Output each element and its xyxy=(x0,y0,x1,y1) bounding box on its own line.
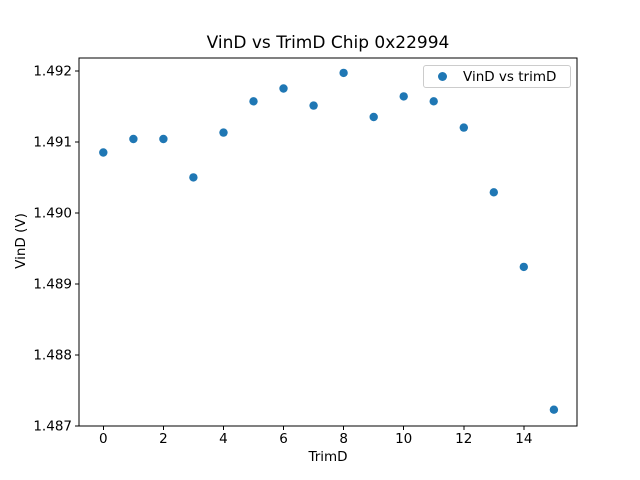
y-tick-label: 1.487 xyxy=(33,419,72,435)
x-tick-label: 0 xyxy=(99,431,108,447)
y-tick-label: 1.490 xyxy=(33,205,72,221)
legend: VinD vs trimD xyxy=(423,65,571,88)
axes-frame xyxy=(78,57,578,427)
y-tick-label: 1.492 xyxy=(33,63,72,79)
legend-marker-icon xyxy=(438,72,447,81)
data-point xyxy=(309,101,318,110)
x-tick-label: 10 xyxy=(395,431,412,447)
x-tick-label: 4 xyxy=(219,431,228,447)
y-axis-label: VinD (V) xyxy=(13,213,29,269)
x-tick-label: 14 xyxy=(515,431,532,447)
y-tick-label: 1.491 xyxy=(33,134,72,150)
x-axis-label: TrimD xyxy=(308,449,348,465)
data-point xyxy=(129,134,138,144)
x-tick-label: 6 xyxy=(279,431,288,447)
data-point xyxy=(399,92,408,101)
data-point xyxy=(279,84,288,93)
x-tick-label: 8 xyxy=(339,431,348,447)
chart-title: VinD vs TrimD Chip 0x22994 xyxy=(206,33,450,53)
y-tick-label: 1.488 xyxy=(33,347,72,363)
y-tick-label: 1.489 xyxy=(33,276,72,292)
data-point xyxy=(219,128,228,137)
data-point xyxy=(549,405,559,414)
data-point xyxy=(489,188,498,197)
data-point xyxy=(519,262,528,272)
data-point xyxy=(249,97,258,106)
legend-label: VinD vs trimD xyxy=(463,68,557,85)
x-tick-label: 2 xyxy=(159,431,168,447)
data-point xyxy=(159,134,168,144)
data-point xyxy=(429,97,438,106)
x-tick-label: 12 xyxy=(455,431,472,447)
data-point xyxy=(369,112,378,122)
data-point xyxy=(459,123,468,132)
data-point xyxy=(339,68,348,78)
data-point xyxy=(189,173,198,182)
data-point xyxy=(99,148,108,157)
